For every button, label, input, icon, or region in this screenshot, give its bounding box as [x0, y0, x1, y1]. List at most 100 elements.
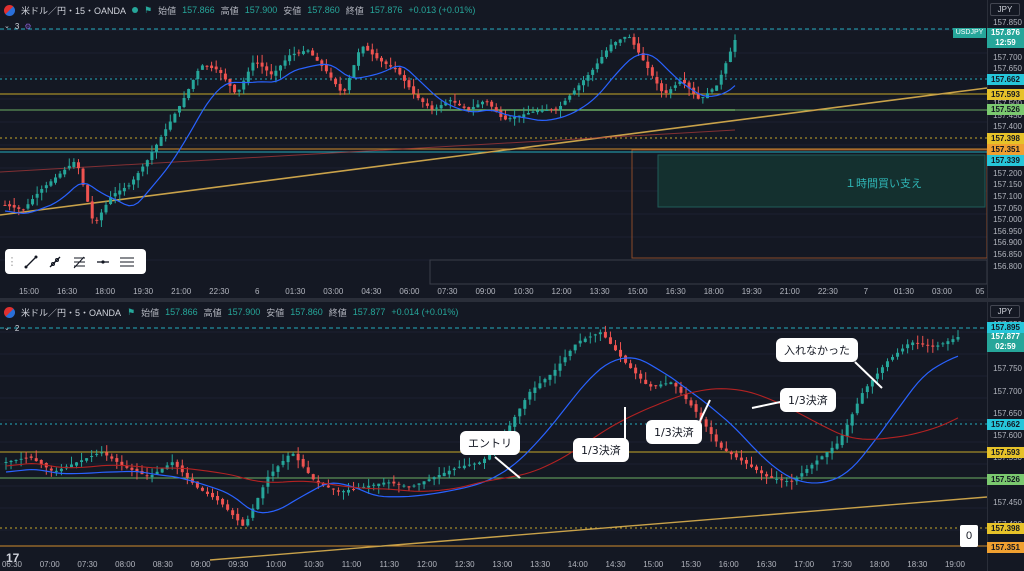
bot-candle — [9, 460, 13, 463]
top-candle — [384, 61, 388, 65]
bot-candle — [14, 459, 18, 461]
top-candle — [347, 78, 351, 91]
bot-candle — [508, 425, 512, 433]
top-candle — [595, 63, 599, 70]
bot-candle — [885, 361, 889, 368]
annotation-settle-1[interactable]: 1/3決済 — [573, 438, 629, 462]
bot-candle — [49, 468, 53, 471]
bot-candle — [553, 369, 557, 376]
bot-candle — [483, 458, 487, 463]
bot-time-label: 15:30 — [680, 560, 701, 569]
top-time-label: 09:00 — [475, 287, 496, 296]
bot-candle — [286, 455, 290, 463]
callout-pointer — [854, 361, 883, 389]
trendline-tool-icon[interactable] — [23, 254, 39, 270]
bot-candle — [155, 471, 159, 475]
bot-candle — [19, 458, 23, 460]
bot-level-badge: 157.526 — [987, 474, 1024, 485]
indicator-toggle[interactable]: ⌄ 2 — [4, 322, 19, 334]
bot-candle — [467, 464, 471, 466]
bot-candle — [724, 448, 728, 451]
top-candle — [563, 100, 567, 105]
bot-time-label: 16:30 — [756, 560, 777, 569]
currency-selector[interactable]: JPY — [990, 3, 1020, 16]
top-candle — [237, 89, 241, 92]
bot-candle — [613, 345, 617, 351]
bot-candle — [221, 499, 225, 505]
top-time-label: 16:30 — [57, 287, 78, 296]
symbol-title[interactable]: 米ドル／円・15・OANDA — [21, 5, 127, 16]
annotation-missed[interactable]: 入れなかった — [776, 338, 858, 362]
low-value: 157.860 — [290, 307, 323, 317]
top-candle — [559, 105, 563, 111]
top-candle — [219, 70, 223, 73]
bot-candle — [790, 480, 794, 482]
annotation-entry[interactable]: エントリ — [460, 431, 520, 455]
price-axis-15m[interactable]: JPY 157.850157.800157.750157.700157.6501… — [987, 0, 1024, 298]
top-candle — [591, 69, 595, 75]
bot-candle — [855, 403, 859, 414]
bot-candle — [654, 385, 658, 387]
bot-candle — [251, 508, 255, 518]
top-price-label: 156.900 — [993, 238, 1022, 248]
candle-chart-5m[interactable] — [0, 302, 987, 571]
chart-pane-5m[interactable]: 米ドル／円・5・OANDA ⚑ 始値 157.866 高値 157.900 安値 15… — [0, 302, 1024, 571]
zone-box-bottom — [429, 259, 987, 285]
chart-pane-15m[interactable]: 米ドル／円・15・OANDA ⚑ 始値 157.866 高値 157.900 安値 1… — [0, 0, 1024, 298]
candle-chart-15m[interactable] — [0, 0, 987, 298]
bot-candle — [729, 451, 733, 455]
top-candle — [357, 52, 361, 66]
top-candle — [485, 101, 489, 103]
bot-time-label: 08:00 — [115, 560, 136, 569]
price-axis-5m[interactable]: JPY 157.850157.800157.750157.700157.6501… — [987, 302, 1024, 571]
change-value: +0.013 (+0.01%) — [408, 5, 476, 15]
annotation-settle-3[interactable]: 1/3決済 — [780, 388, 836, 412]
annotation-settle-2[interactable]: 1/3決済 — [646, 420, 702, 444]
bot-time-label: 12:00 — [416, 560, 437, 569]
bot-time-label: 11:00 — [341, 560, 362, 569]
flag-icon[interactable]: ⚑ — [127, 306, 136, 317]
bot-candle — [336, 490, 340, 492]
bot-candle — [629, 363, 633, 369]
top-candle — [476, 104, 480, 108]
bot-candle — [956, 337, 960, 340]
pane-divider[interactable] — [0, 298, 1024, 302]
bot-candle — [765, 474, 769, 477]
bot-candle — [39, 459, 43, 465]
bot-candle — [548, 374, 552, 380]
currency-selector[interactable]: JPY — [990, 305, 1020, 318]
ray-tool-icon[interactable] — [47, 254, 63, 270]
top-time-label: 6 — [255, 287, 260, 296]
top-candle — [366, 45, 370, 51]
symbol-title[interactable]: 米ドル／円・5・OANDA — [21, 307, 122, 318]
top-candle — [627, 37, 631, 39]
top-candle — [260, 62, 264, 67]
top-time-label: 19:30 — [133, 287, 154, 296]
top-candle — [26, 204, 30, 209]
fib-tool-icon[interactable] — [71, 254, 87, 270]
trendline[interactable] — [209, 496, 987, 561]
parallel-lines-tool-icon[interactable] — [119, 254, 135, 270]
top-candle — [159, 136, 163, 146]
top-candle — [182, 98, 186, 108]
top-time-label: 16:30 — [665, 287, 686, 296]
top-candle — [655, 76, 659, 84]
time-axis-15m[interactable]: 15:00 16:30 18:00 19:30 21:00 22:30 6 01:30 03:0… — [0, 287, 987, 298]
time-axis-5m[interactable]: 06:30 07:00 07:30 08:00 08:30 09:00 09:30 10:00… — [0, 560, 987, 571]
top-level-badge: 157.339 — [987, 155, 1024, 166]
flag-icon[interactable]: ⚑ — [144, 4, 153, 15]
bot-time-label: 19:00 — [944, 560, 966, 569]
horizontal-line-tool-icon[interactable] — [95, 254, 111, 270]
top-candle — [132, 179, 136, 185]
bot-candle — [150, 474, 154, 478]
drag-handle-icon[interactable]: ⋮ — [6, 256, 18, 268]
bot-time-label: 16:00 — [718, 560, 739, 569]
trendline[interactable] — [0, 87, 987, 216]
tradingview-logo[interactable]: 17 — [6, 551, 20, 565]
bot-candle — [407, 486, 411, 488]
indicator-toggle[interactable]: ⌄ 3 ⚙ — [4, 20, 32, 32]
change-value: +0.014 (+0.01%) — [391, 307, 459, 317]
top-candle — [72, 161, 76, 168]
top-candle — [200, 65, 204, 70]
top-candle — [361, 46, 365, 54]
